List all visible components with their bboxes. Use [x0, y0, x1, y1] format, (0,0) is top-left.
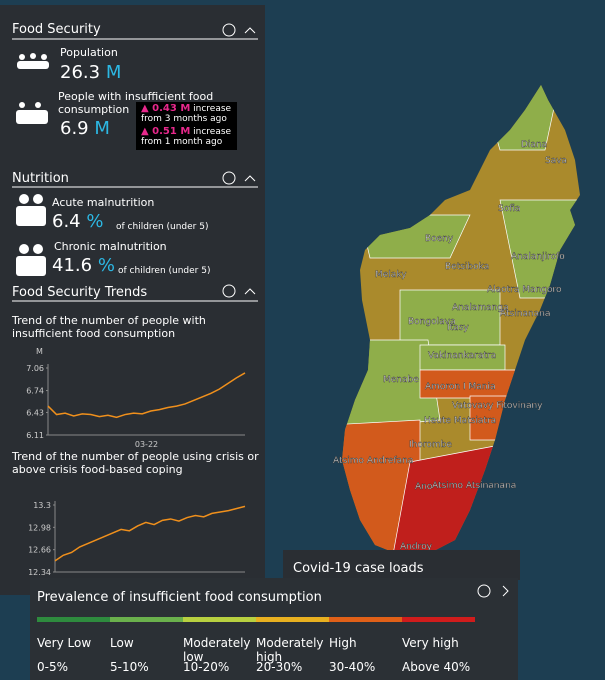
legend-label: Moderately high	[256, 636, 324, 664]
value: 6.9 M	[60, 118, 110, 139]
legend-label: High	[329, 636, 357, 650]
y-tick-label: 7.06	[26, 364, 44, 373]
region-label: Amoron I Mania	[425, 382, 496, 392]
regions	[342, 85, 580, 555]
region-label: Bongolava	[408, 317, 455, 327]
legend-swatch	[256, 617, 329, 622]
legend-title: Prevalence of insufficient food consumpt…	[37, 590, 322, 605]
section-controls[interactable]	[222, 23, 256, 298]
legend-range: 0-5%	[37, 660, 69, 674]
y-tick-label: 6.11	[26, 431, 44, 440]
unit: M	[94, 118, 110, 139]
region-label: Vakinankaratra	[428, 351, 496, 361]
y-tick-label: 12.98	[28, 523, 51, 532]
unit: %	[86, 211, 104, 232]
x-tick-label: 03-22	[135, 440, 158, 449]
change-text: increase from 1 month ago	[141, 127, 232, 147]
value: 41.6 %	[52, 255, 115, 276]
region-label: Analamanga	[452, 303, 509, 313]
region-label: Menabe	[383, 375, 419, 385]
y-tick-label: 12.66	[28, 546, 51, 555]
change: ▲ 0.51 M increase from 1 month ago	[141, 126, 232, 148]
legend-controls[interactable]	[470, 582, 515, 602]
section-title: Food Security	[12, 22, 101, 37]
label: Acute malnutrition	[52, 196, 155, 209]
legend-range: 5-10%	[110, 660, 149, 674]
region-label: Analanjirofo	[511, 252, 565, 262]
legend-swatch	[37, 617, 110, 622]
trend-line	[47, 372, 246, 419]
sidebar-graphics	[12, 23, 258, 302]
note: of children (under 5)	[116, 222, 209, 232]
number: 6.4	[52, 211, 81, 232]
label: People with insufficient food consumptio…	[58, 90, 214, 116]
legend-range: 20-30%	[256, 660, 303, 674]
section-title: Food Security Trends	[12, 285, 148, 300]
value: 26.3 M	[60, 62, 121, 83]
region-label: Sava	[545, 156, 567, 166]
unit: %	[97, 255, 115, 276]
y-tick-label: 12.34	[28, 568, 51, 577]
legend-swatch	[329, 617, 402, 622]
y-tick-label: 6.74	[26, 387, 44, 396]
unit: M	[105, 62, 122, 83]
region-label: Atsimo Andrefana	[333, 456, 413, 466]
covid-panel[interactable]	[283, 550, 520, 580]
number: 6.9	[60, 118, 89, 139]
chart-title: Trend of the number of people with insuf…	[12, 314, 206, 340]
region-label: Alaotra Mangoro	[487, 285, 562, 295]
label: Population	[60, 46, 118, 59]
legend-range: 10-20%	[183, 660, 230, 674]
covid-title: Covid-19 case loads	[293, 561, 424, 576]
region-label: Ano	[415, 482, 433, 492]
region-label: Atsimo Atsinanana	[432, 481, 516, 491]
legend-panel	[30, 578, 518, 680]
region-label: Betsiboka	[445, 262, 489, 272]
region-label: Ihorombe	[409, 440, 452, 450]
section-title: Nutrition	[12, 171, 69, 186]
legend-label: Moderately low	[183, 636, 251, 664]
number: 26.3	[60, 62, 101, 83]
label: Chronic malnutrition	[54, 240, 167, 253]
legend-range: 30-40%	[329, 660, 376, 674]
trend-line	[54, 505, 246, 562]
region-label: Atsinanana	[500, 309, 550, 319]
change: ▲ 0.43 M increase from 3 months ago	[141, 103, 232, 125]
legend-range: Above 40%	[402, 660, 471, 674]
y-tick-label: 13.3	[33, 501, 51, 510]
legend-swatch	[402, 617, 475, 622]
legend-label: Very Low	[37, 636, 92, 650]
chart-title: Trend of the number of people using cris…	[12, 450, 259, 476]
value: 6.4 %	[52, 211, 103, 232]
region-label: Itasy	[447, 323, 469, 333]
legend-bar	[37, 617, 475, 622]
trend-charts: 6.11 6.43 6.74 7.06 M 03-22 12.34 12.66 12.98 13.…	[26, 347, 246, 577]
note: of children (under 5)	[118, 266, 211, 276]
region-label: Melaky	[375, 270, 407, 280]
region-label: Diana	[521, 140, 547, 150]
legend-label: Very high	[402, 636, 459, 650]
legend-label: Low	[110, 636, 134, 650]
legend-swatch	[183, 617, 256, 622]
change-text: increase from 3 months ago	[141, 104, 232, 124]
change-value: 0.51 M	[152, 126, 191, 137]
change-value: 0.43 M	[152, 103, 191, 114]
region-label: Boeny	[425, 234, 454, 244]
region-label: Sofia	[498, 204, 520, 214]
legend-swatch	[110, 617, 183, 622]
y-tick-label: 6.43	[26, 408, 44, 417]
region-label: Vatovavy Fitovinany	[452, 401, 543, 411]
region-label: Haute Matsiatra	[424, 416, 496, 426]
region-label: Androy	[400, 542, 433, 552]
y-axis-label: M	[36, 347, 43, 356]
number: 41.6	[52, 255, 93, 276]
